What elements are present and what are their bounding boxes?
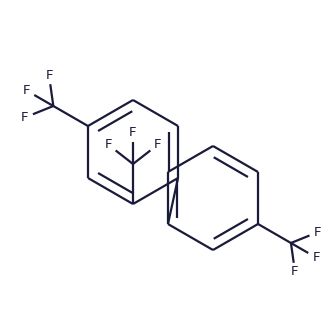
Text: F: F: [129, 127, 137, 140]
Text: F: F: [291, 265, 299, 278]
Text: F: F: [312, 251, 320, 264]
Text: F: F: [23, 84, 30, 97]
Text: F: F: [105, 138, 112, 152]
Text: F: F: [314, 226, 321, 239]
Text: F: F: [45, 69, 53, 82]
Text: F: F: [21, 111, 28, 124]
Text: F: F: [154, 138, 161, 152]
